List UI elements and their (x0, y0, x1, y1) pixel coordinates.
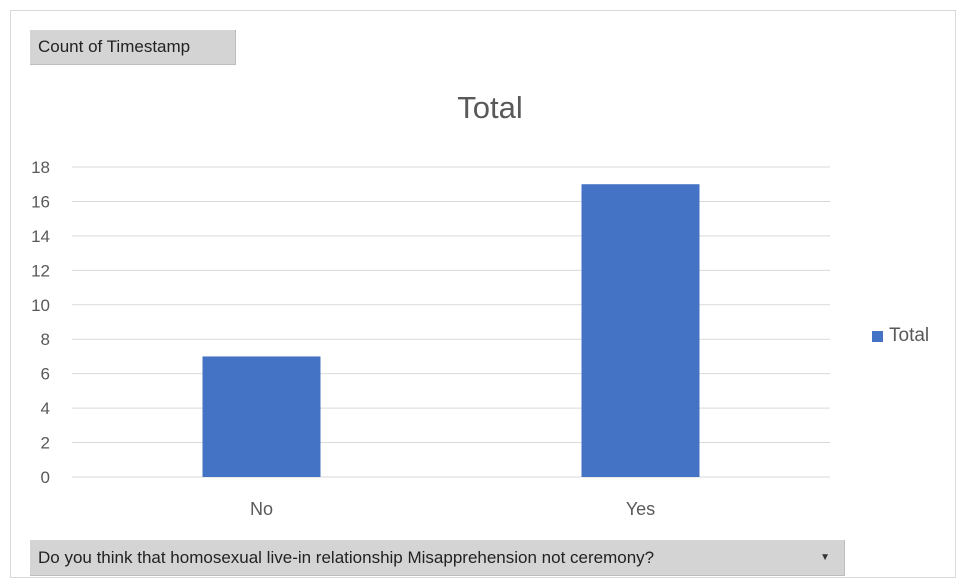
y-tick-label: 8 (41, 330, 50, 349)
x-tick-label: Yes (626, 499, 655, 519)
y-tick-label: 2 (41, 434, 50, 453)
y-tick-label: 18 (31, 158, 50, 177)
y-tick-label: 16 (31, 192, 50, 211)
legend: Total (872, 325, 929, 347)
value-field-button[interactable]: Count of Timestamp (30, 30, 236, 65)
y-tick-label: 0 (41, 468, 50, 487)
y-tick-label: 6 (41, 365, 50, 384)
axis-field-label: Do you think that homosexual live-in rel… (38, 547, 655, 567)
bar-yes[interactable] (581, 184, 700, 477)
y-tick-label: 12 (31, 261, 50, 280)
y-tick-label: 14 (31, 227, 50, 246)
chart-frame (10, 10, 956, 578)
x-tick-label: No (250, 499, 273, 519)
legend-label: Total (889, 325, 930, 346)
y-tick-label: 4 (41, 399, 50, 418)
chart-title: Total (457, 90, 523, 125)
axis-field-dropdown[interactable]: Do you think that homosexual live-in rel… (30, 540, 845, 576)
value-field-label: Count of Timestamp (38, 37, 191, 56)
y-tick-label: 10 (31, 296, 50, 315)
chevron-down-icon[interactable]: ▼ (820, 552, 830, 563)
bar-no[interactable] (202, 356, 321, 477)
legend-swatch (872, 330, 883, 342)
bar-chart: 0 2 4 6 8 10 12 14 16 18 No Yes (31, 158, 830, 519)
